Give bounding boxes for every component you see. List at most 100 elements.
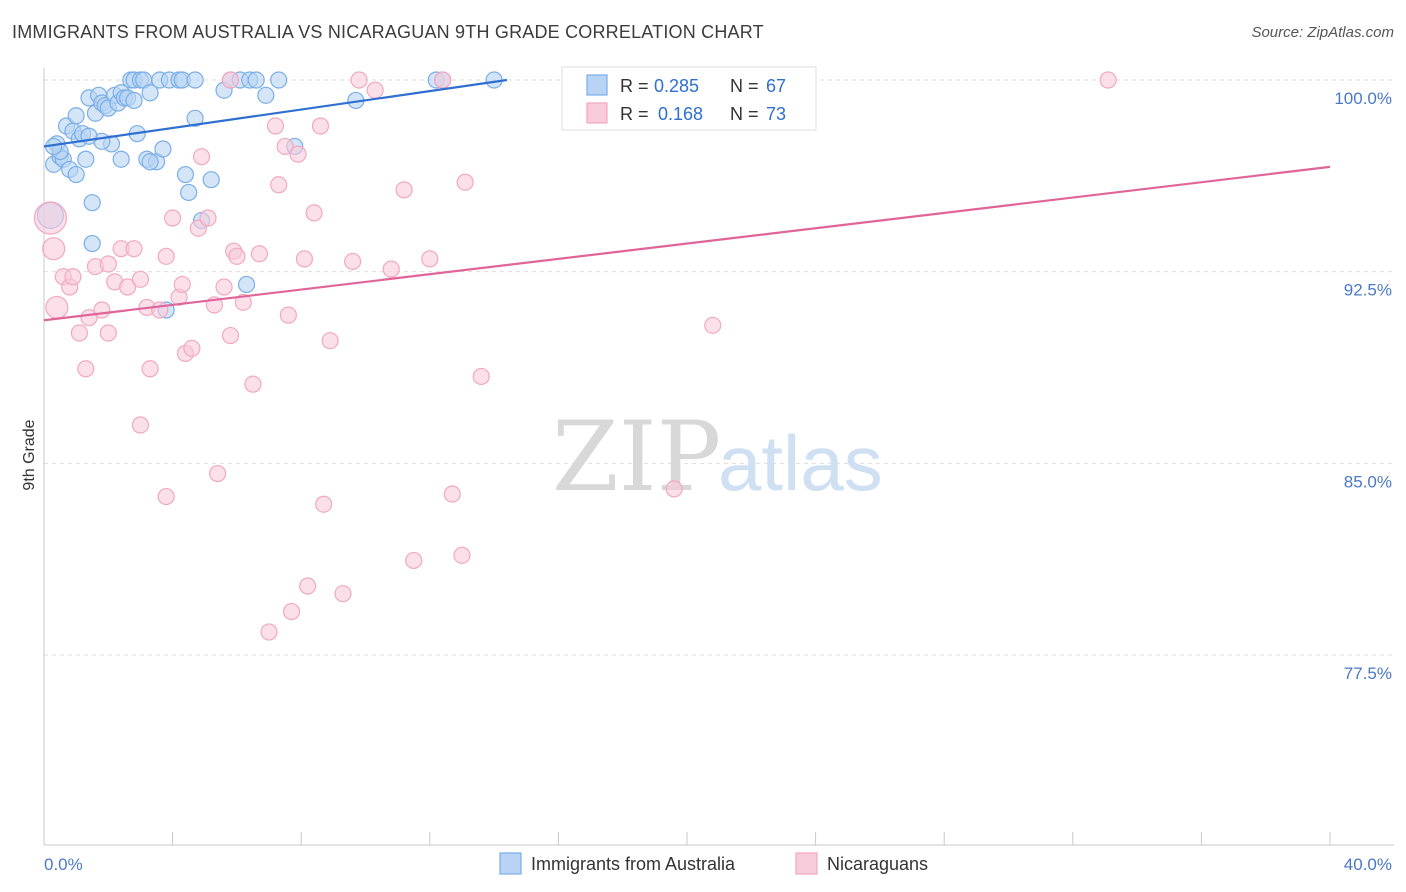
australia-point	[247, 71, 265, 89]
legend-n-value-nicaraguans: 73	[766, 104, 786, 124]
nicaraguan-point	[141, 360, 159, 378]
nicaraguan-point	[244, 375, 262, 393]
y-tick-label: 100.0%	[1334, 89, 1392, 108]
nicaraguan-point	[234, 293, 252, 311]
x-tick-label-max: 40.0%	[1344, 855, 1392, 874]
y-tick-label: 92.5%	[1344, 281, 1392, 300]
chart-title: IMMIGRANTS FROM AUSTRALIA VS NICARAGUAN …	[12, 22, 764, 42]
australia-point	[67, 107, 85, 125]
nicaraguan-point	[279, 306, 297, 324]
nicaraguan-point	[344, 252, 362, 271]
nicaraguan-point	[704, 316, 722, 334]
australia-point	[270, 71, 288, 89]
australia-point	[186, 109, 204, 127]
nicaraguan-point	[405, 551, 423, 570]
nicaraguan-point	[99, 324, 117, 342]
series-legend: Immigrants from Australia Nicaraguans	[499, 852, 928, 875]
gridlines	[44, 79, 1394, 656]
legend-swatch-australia	[586, 74, 608, 96]
nicaraguan-point	[472, 367, 490, 386]
nicaraguan-point	[228, 247, 246, 265]
nicaraguan-point	[453, 546, 471, 564]
legend-swatch-nicaraguans	[586, 102, 608, 124]
nicaraguan-point	[70, 324, 88, 342]
australia-point	[237, 275, 256, 294]
nicaraguan-point	[456, 173, 474, 191]
nicaraguan-point	[305, 204, 323, 222]
stats-legend: R = 0.285 N = 67 R = 0.168 N = 73	[561, 66, 817, 131]
australia-point	[154, 140, 172, 158]
legend-r-value-nicaraguans: 0.168	[658, 104, 703, 124]
nicaraguan-point	[434, 71, 452, 89]
nicaraguan-point	[221, 326, 240, 345]
australia-point	[125, 91, 143, 110]
series-legend-label-australia: Immigrants from Australia	[531, 854, 736, 874]
nicaraguan-point	[395, 181, 413, 199]
legend-r-value-australia: 0.285	[654, 76, 699, 96]
nicaraguan-point	[183, 339, 201, 357]
x-ticks	[43, 832, 1331, 845]
legend-n-value-australia: 67	[766, 76, 786, 96]
nicaraguan-point	[157, 247, 175, 265]
nicaraguan-point	[276, 137, 294, 156]
nicaraguan-point	[221, 71, 240, 89]
nicaraguan-point	[77, 360, 95, 378]
nicaraguan-point	[270, 176, 288, 194]
nicaraguan-point	[99, 255, 117, 273]
nicaraguan-point	[311, 117, 330, 135]
australia-point	[141, 153, 159, 171]
nicaraguan-point	[125, 240, 143, 258]
nicaraguan-point	[299, 577, 317, 595]
australia-point	[112, 150, 130, 168]
nicaraguan-point	[209, 464, 227, 483]
nicaraguan-point	[295, 250, 314, 268]
legend-r-label-australia: R =	[620, 76, 649, 96]
australia-point	[67, 165, 85, 184]
australia-trend-line	[43, 78, 508, 148]
australia-point	[180, 183, 198, 202]
australia-point	[83, 194, 101, 212]
watermark-atlas: atlas	[718, 419, 883, 507]
nicaraguan-point	[665, 480, 683, 498]
nicaraguan-point	[443, 485, 461, 503]
series-legend-label-nicaraguans: Nicaraguans	[827, 854, 928, 874]
australia-point	[257, 86, 275, 104]
nicaraguan-point	[192, 148, 211, 166]
nicaraguan-point	[282, 602, 301, 621]
australia-point	[176, 165, 195, 184]
legend-n-label-australia: N =	[730, 76, 759, 96]
nicaraguan-point	[350, 71, 368, 89]
australia-point	[77, 150, 95, 168]
series-legend-swatch-australia	[499, 852, 522, 875]
nicaraguan-point	[131, 416, 150, 434]
australia-point	[141, 84, 159, 102]
nicaraguan-point	[315, 495, 333, 513]
nicaraguan-point	[42, 237, 66, 261]
nicaraguan-point	[366, 81, 384, 99]
nicaraguan-trend-line	[43, 165, 1331, 322]
y-tick-label: 85.0%	[1344, 472, 1392, 491]
nicaraguan-point	[215, 278, 233, 296]
trend-lines	[43, 78, 1331, 322]
y-tick-labels: 100.0% 92.5% 85.0% 77.5%	[1334, 89, 1392, 683]
nicaraguan-point	[266, 117, 285, 135]
nicaraguan-point	[64, 268, 82, 286]
nicaraguan-point	[33, 201, 68, 235]
nicaraguan-point	[1099, 71, 1117, 89]
nicaraguan-point	[151, 301, 169, 319]
nicaraguan-point	[199, 209, 217, 227]
y-axis-title: 9th Grade	[21, 419, 38, 490]
nicaraguan-point	[118, 278, 137, 296]
nicaraguan-point	[131, 270, 150, 288]
nicaraguan-point	[334, 585, 352, 603]
nicaraguan-point	[421, 250, 439, 268]
x-tick-label-min: 0.0%	[44, 855, 83, 874]
nicaraguan-point	[289, 145, 307, 163]
y-tick-label: 77.5%	[1344, 664, 1392, 683]
source-label: Source: ZipAtlas.com	[1251, 24, 1394, 41]
series-legend-swatch-nicaraguans	[795, 852, 818, 875]
australia-point	[186, 71, 204, 89]
nicaraguan-point	[260, 623, 278, 641]
legend-n-label-nicaraguans: N =	[730, 104, 759, 124]
